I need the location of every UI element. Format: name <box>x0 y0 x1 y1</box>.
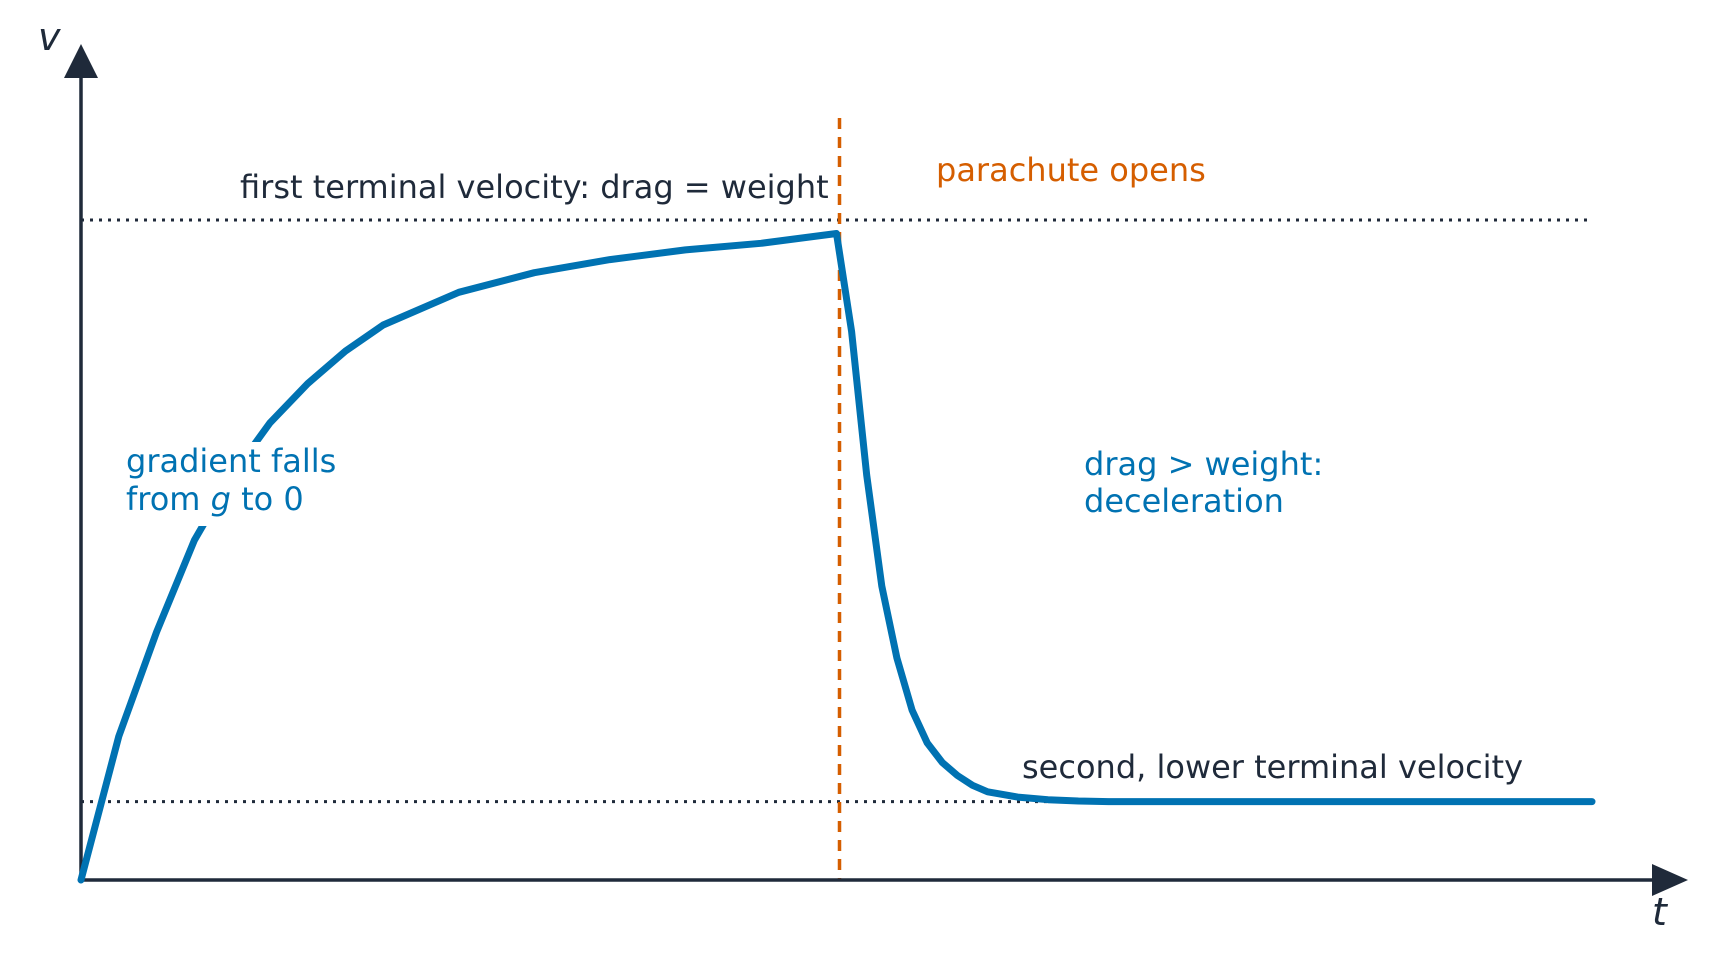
rise-annotation-line2: from g to 0 <box>126 480 304 518</box>
second-terminal-velocity-label: second, lower terminal velocity <box>1022 748 1523 786</box>
rise-annotation-background <box>122 442 352 526</box>
rise-annotation-pre: from <box>126 480 211 518</box>
x-axis-arrowhead <box>1652 864 1688 896</box>
rise-annotation-post: to 0 <box>231 480 304 518</box>
rise-annotation-var: g <box>211 480 231 518</box>
x-axis-label: t <box>1652 890 1669 934</box>
velocity-curve <box>77 230 1596 884</box>
y-axis-arrowhead <box>64 44 98 78</box>
rise-annotation-line1: gradient falls <box>126 442 336 480</box>
deceleration-annotation-line1: drag > weight: <box>1084 445 1323 483</box>
deceleration-annotation-line2: deceleration <box>1084 482 1284 520</box>
y-axis-label: v <box>38 15 61 59</box>
first-terminal-velocity-label: first terminal velocity: drag = weight <box>240 168 829 206</box>
parachute-opens-label: parachute opens <box>936 151 1206 189</box>
